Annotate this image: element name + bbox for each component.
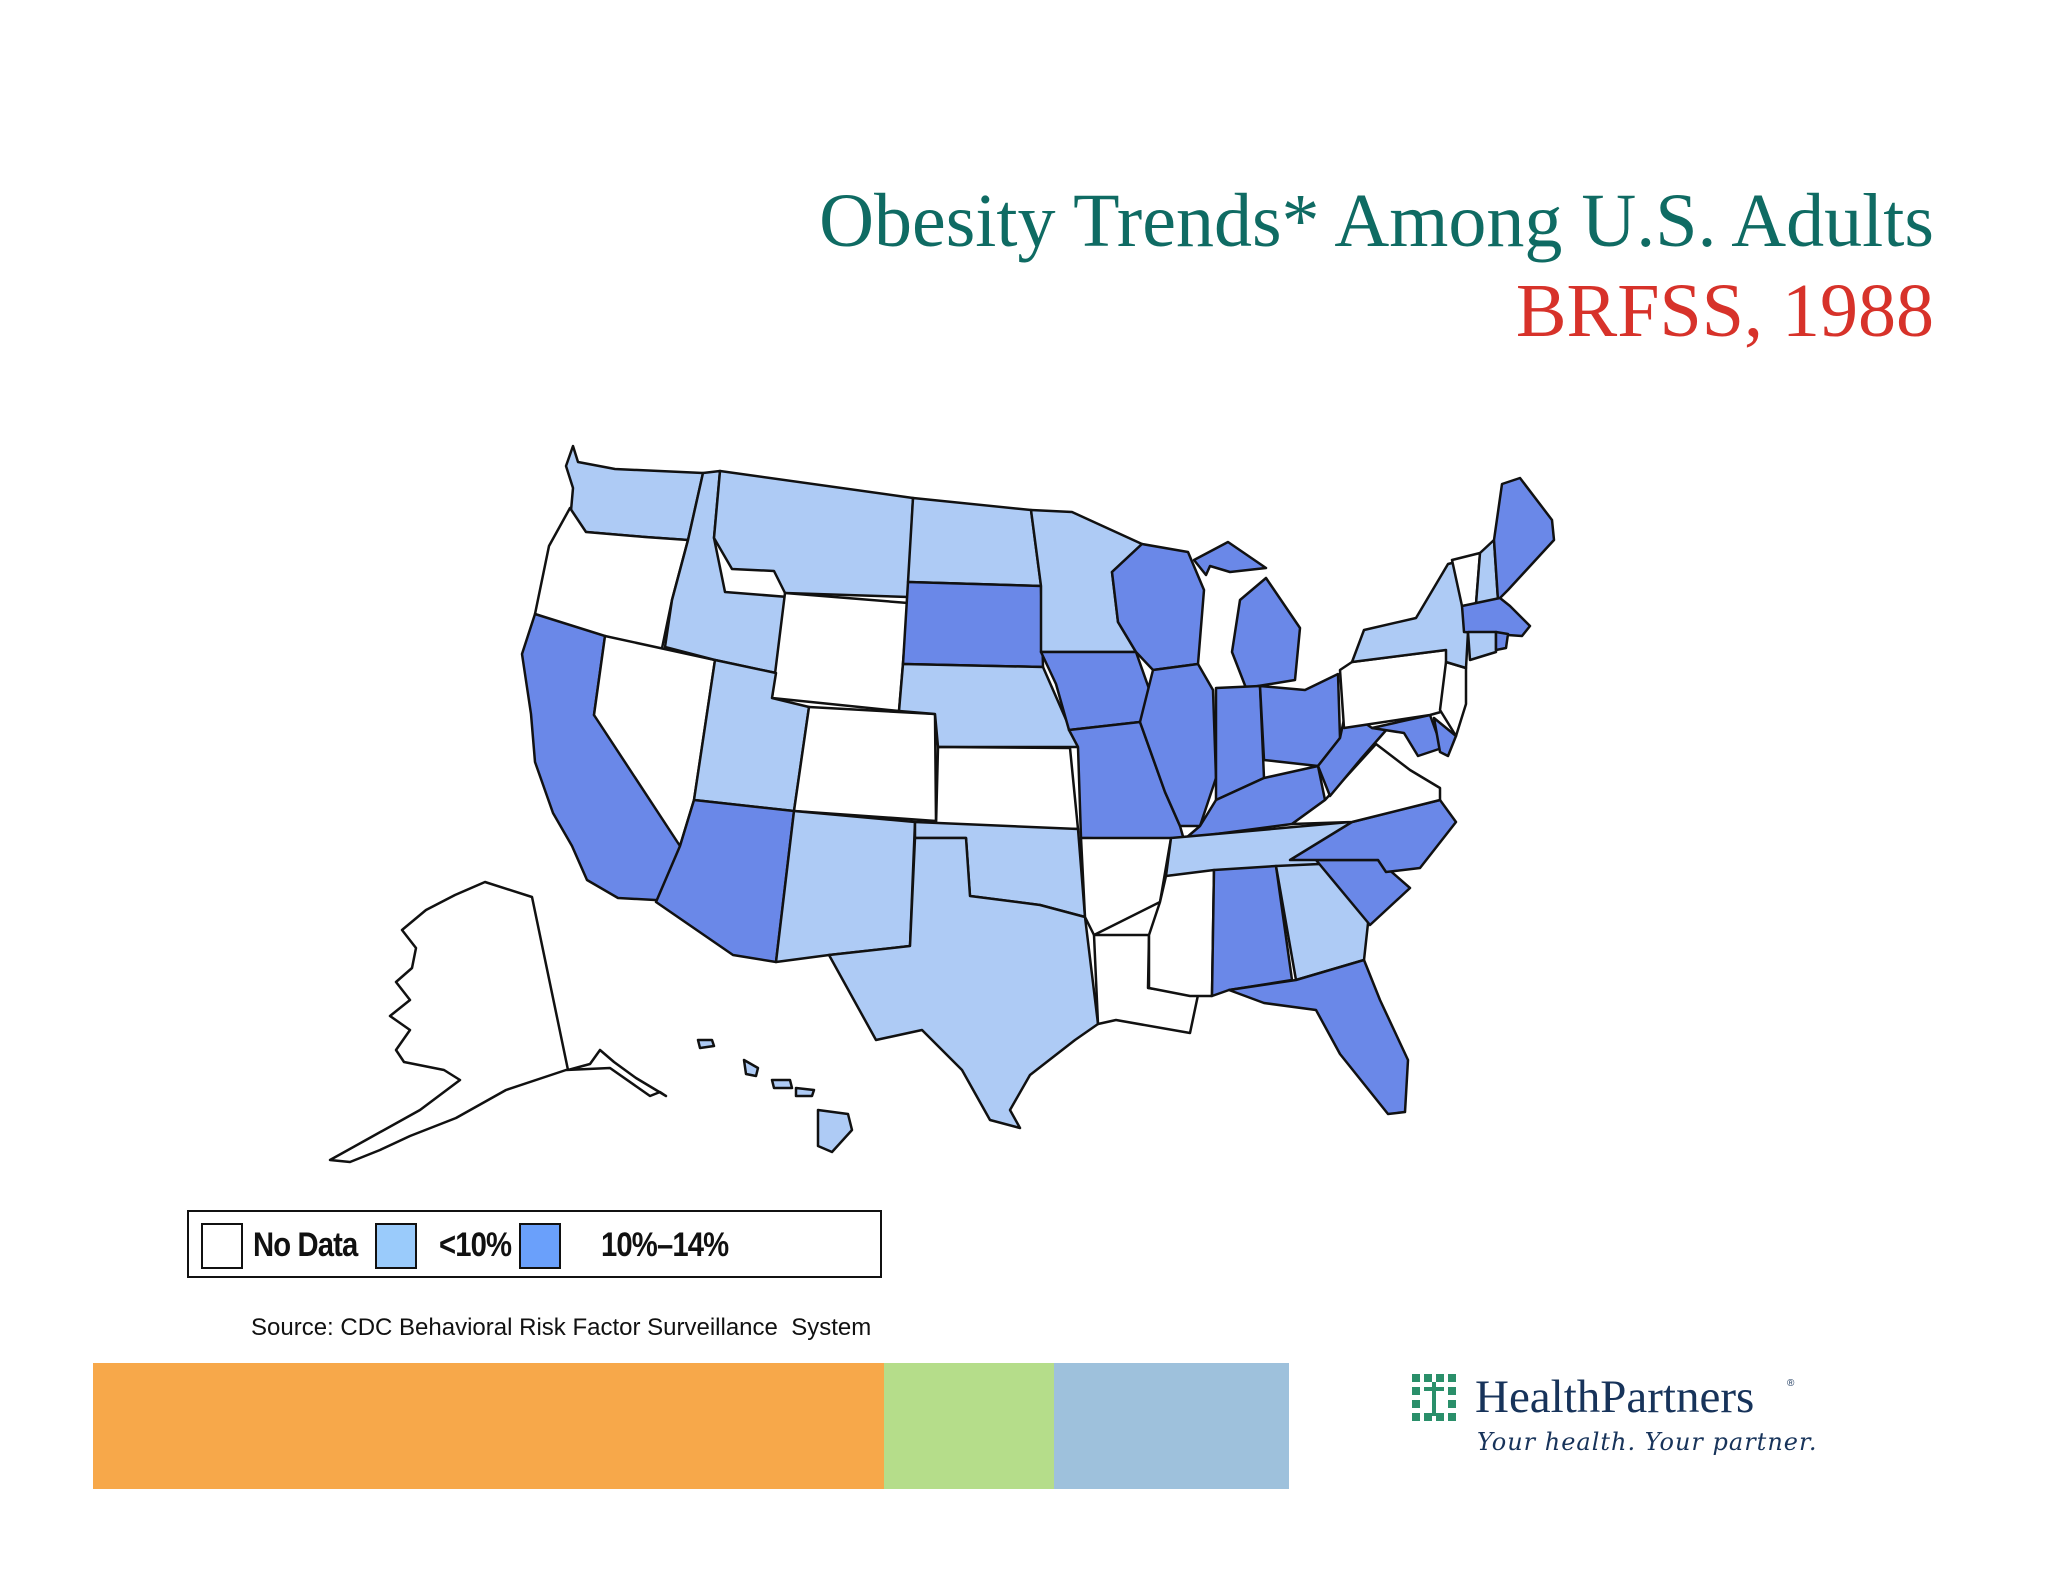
state-HI3	[770, 1078, 794, 1090]
state-MI	[1192, 540, 1268, 577]
state-ND	[906, 496, 1043, 588]
legend: No Data <10% 10%–14%	[187, 1210, 882, 1278]
logo-registered-mark: ®	[1787, 1378, 1795, 1389]
state-AK	[328, 880, 668, 1164]
page-title: Obesity Trends* Among U.S. Adults	[819, 179, 1934, 263]
state-HI2	[742, 1058, 760, 1078]
state-TX	[827, 836, 1100, 1130]
source-note: Source: CDC Behavioral Risk Factor Surve…	[251, 1314, 872, 1341]
state-DE	[1432, 716, 1458, 758]
state-AR	[1079, 836, 1173, 937]
state-KS	[934, 745, 1080, 831]
logo-name: HealthPartners	[1475, 1371, 1755, 1423]
state-MA	[1460, 596, 1532, 638]
state-HI5	[696, 1038, 716, 1050]
healthpartners-mark-icon	[1412, 1374, 1456, 1421]
legend-swatch-10-14	[519, 1223, 561, 1269]
state-RI	[1494, 630, 1510, 652]
state-MT	[712, 469, 915, 599]
legend-label-no-data: No Data	[253, 1226, 358, 1264]
state-FL	[1227, 958, 1410, 1116]
legend-label-under-10: <10%	[439, 1226, 512, 1264]
state-HI4	[794, 1086, 816, 1098]
state-MS	[1147, 868, 1216, 998]
state-HI	[816, 1108, 854, 1154]
state-WA	[564, 444, 705, 542]
state-NY	[1350, 558, 1470, 670]
band-blue	[1054, 1363, 1289, 1489]
page-subtitle: BRFSS, 1988	[1515, 269, 1934, 353]
title-block: Obesity Trends* Among U.S. Adults BRFSS,…	[819, 176, 1934, 356]
state-CO	[792, 705, 938, 823]
state-WY	[770, 591, 910, 713]
logo-tagline: Your health. Your partner.	[1477, 1428, 1818, 1456]
state-SD	[901, 580, 1045, 669]
state-CT	[1466, 630, 1498, 662]
legend-swatch-under-10	[375, 1223, 417, 1269]
state-ME	[1492, 476, 1556, 602]
band-orange	[93, 1363, 884, 1489]
state-MI2	[1230, 576, 1302, 690]
healthpartners-logo: HealthPartners ® Your health. Your partn…	[1412, 1370, 1832, 1480]
band-green	[884, 1363, 1054, 1489]
state-NM	[774, 809, 917, 964]
legend-swatch-no-data	[201, 1223, 243, 1269]
legend-label-10-14: 10%–14%	[601, 1226, 729, 1264]
